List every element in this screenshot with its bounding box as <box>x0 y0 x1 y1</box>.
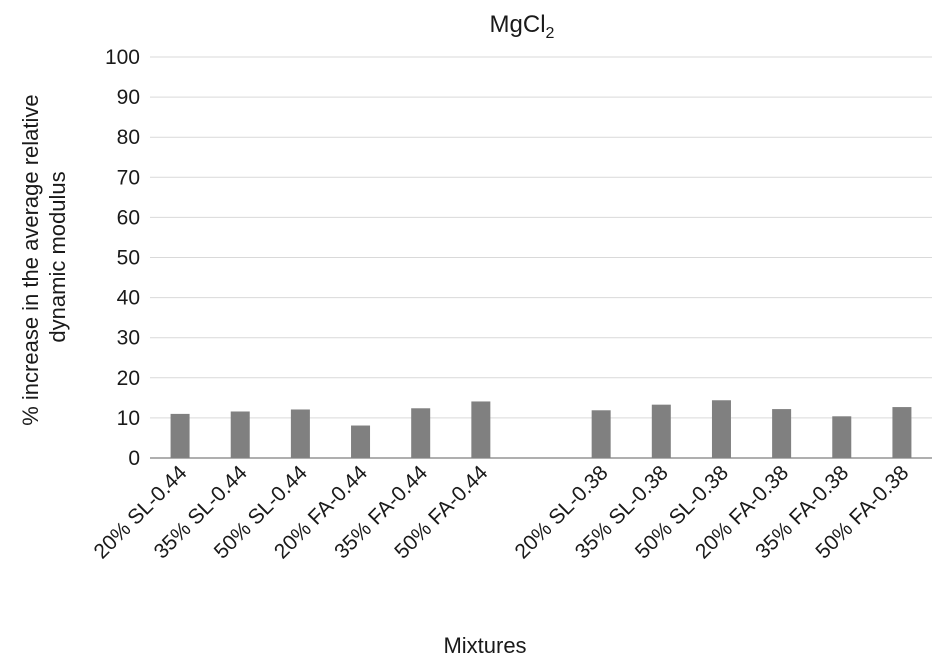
y-tick-label: 0 <box>128 447 140 470</box>
bar <box>832 416 852 458</box>
y-tick-label: 40 <box>117 287 140 310</box>
y-tick-label: 30 <box>117 327 140 350</box>
chart-title-subscript: 2 <box>546 25 555 42</box>
bar <box>591 410 611 458</box>
y-tick-label: 10 <box>117 407 140 430</box>
gridlines <box>150 56 932 419</box>
y-tick-label: 80 <box>117 126 140 149</box>
bar <box>411 408 431 458</box>
y-axis-title: % increase in the average relative dynam… <box>18 88 70 426</box>
bar <box>230 411 250 458</box>
chart-title-main: MgCl <box>490 11 546 38</box>
bar <box>892 407 912 458</box>
x-axis-title: Mixtures <box>443 633 526 657</box>
y-tick-label: 90 <box>117 86 140 109</box>
bar <box>471 401 491 458</box>
y-tick-label: 20 <box>117 367 140 390</box>
chart-title: MgCl2 <box>490 11 555 42</box>
bar <box>772 409 792 458</box>
bars <box>170 400 912 458</box>
bar <box>290 409 310 458</box>
bar <box>170 413 190 458</box>
bar <box>351 425 371 458</box>
y-tick-labels: 0 10 20 30 40 50 60 70 80 90 100 <box>105 46 140 470</box>
y-tick-label: 100 <box>105 46 140 69</box>
y-tick-label: 70 <box>117 166 140 189</box>
y-axis-title-line-2: dynamic modulus <box>45 171 70 342</box>
bar <box>651 404 671 458</box>
y-axis-title-line-1: % increase in the average relative <box>18 94 43 425</box>
y-tick-label: 60 <box>117 206 140 229</box>
bar <box>711 400 731 458</box>
y-tick-label: 50 <box>117 247 140 270</box>
